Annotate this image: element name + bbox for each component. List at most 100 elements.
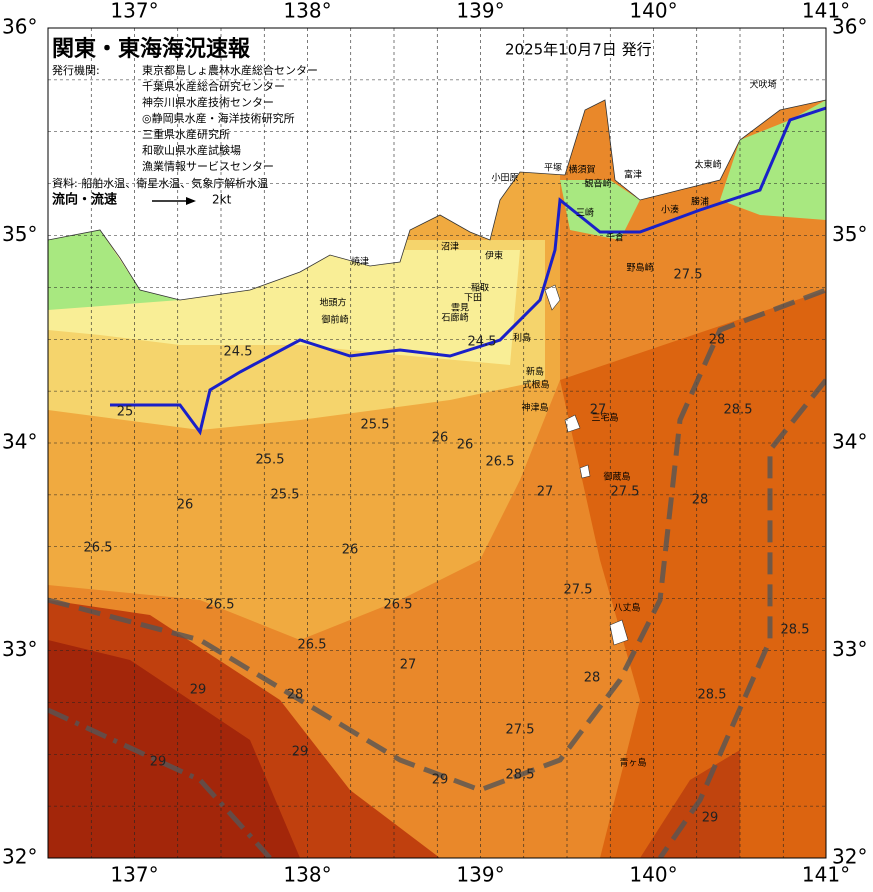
place-name: 新島 — [526, 366, 544, 378]
place-name: 沼津 — [441, 242, 459, 253]
longitude-label: 137° — [110, 0, 158, 23]
issuer: 千葉県水産総合研究センター — [142, 79, 285, 93]
place-name: 神津島 — [521, 402, 548, 414]
contour-label: 26 — [342, 543, 359, 558]
contour-label: 29 — [432, 773, 449, 788]
place-name: 富津 — [624, 169, 642, 181]
contour-label: 28.5 — [506, 768, 535, 783]
contour-label: 26 — [457, 438, 474, 453]
frame — [47, 27, 827, 859]
contour-label: 27.5 — [564, 583, 593, 598]
place-name: 青ヶ島 — [619, 757, 646, 769]
place-name: 地頭方 — [319, 297, 346, 309]
contour-label: 29 — [292, 745, 309, 760]
contour-label: 24.5 — [224, 345, 253, 360]
flow-arrow-head — [186, 197, 196, 205]
latitude-label: 35° — [2, 222, 37, 246]
current-boundary — [48, 287, 826, 793]
island — [579, 464, 591, 479]
issuer-label: 発行機関: — [52, 63, 100, 77]
latitude-label: 32° — [2, 845, 37, 869]
latitude-label: 36° — [2, 15, 37, 39]
contour-label: 26.5 — [384, 598, 413, 613]
contour-label: 28.5 — [724, 403, 753, 418]
longitude-label: 137° — [110, 863, 158, 887]
contour-label: 26.5 — [84, 541, 113, 556]
place-name: 石廊崎 — [441, 312, 468, 324]
land — [48, 28, 826, 301]
place-name: 焼津 — [351, 257, 369, 268]
island — [564, 414, 581, 433]
contour-label: 26.5 — [206, 598, 235, 613]
longitude-label: 140° — [629, 863, 677, 887]
latitude-label: 33° — [832, 637, 867, 661]
warm-region — [560, 290, 826, 858]
contour-label: 24.5 — [468, 335, 497, 350]
contour-label: 28 — [584, 671, 601, 686]
title: 関東・東海海況速報 — [52, 36, 251, 62]
longitude-label: 141° — [802, 0, 850, 23]
place-name: 小田原 — [491, 173, 518, 184]
longitude-label: 141° — [802, 863, 850, 887]
longitude-label: 138° — [283, 863, 331, 887]
contour-label: 28 — [692, 493, 709, 508]
latitude-label: 35° — [832, 222, 867, 246]
source: 資料: 船舶水温、衛星水温、気象庁解析水温 — [52, 176, 268, 190]
contour-label: 26.5 — [298, 638, 327, 653]
place-name: 野島崎 — [626, 262, 653, 274]
place-name: 千倉 — [606, 232, 624, 244]
contour-label: 27.5 — [611, 485, 640, 500]
contour-label: 29 — [150, 755, 167, 770]
longitude-label: 139° — [456, 863, 504, 887]
contour-label: 25.5 — [256, 453, 285, 468]
place-name: 勝浦 — [691, 196, 709, 208]
contour-label: 28.5 — [781, 623, 810, 638]
contour-label: 25.5 — [361, 418, 390, 433]
place-name: 御蔵島 — [603, 471, 630, 483]
hottest-region — [48, 640, 300, 858]
contour-label: 28 — [287, 688, 304, 703]
latitude-label: 36° — [832, 15, 867, 39]
contour-label: 27 — [400, 658, 417, 673]
flow-label: 流向・流速 — [52, 192, 117, 208]
contour-label: 28.5 — [698, 688, 727, 703]
cold-water — [560, 180, 640, 240]
hot-region-east — [640, 750, 740, 858]
place-name: 三崎 — [576, 207, 594, 219]
longitude-label: 139° — [456, 0, 504, 23]
island — [609, 619, 629, 646]
current-boundary — [48, 707, 272, 858]
issuer: 東京都島しょ農林水産総合センター — [142, 63, 318, 77]
place-name: 横須賀 — [568, 164, 595, 176]
cold-water — [48, 230, 180, 310]
kuroshio-axis — [110, 106, 826, 436]
issuer: ◎静岡県水産・海洋技術研究所 — [142, 111, 295, 125]
place-name: 稲取 — [471, 282, 489, 294]
contour-label: 29 — [190, 683, 207, 698]
issuer: 神奈川県水産技術センター — [142, 95, 274, 109]
issuer: 和歌山県水産試験場 — [142, 143, 241, 157]
contour-label: 26 — [177, 498, 194, 513]
contour-label: 26.5 — [486, 455, 515, 470]
place-name: 八丈島 — [613, 602, 640, 614]
contour-label: 25 — [117, 405, 134, 420]
map-area — [48, 28, 826, 858]
latitude-label: 33° — [2, 637, 37, 661]
place-name: 平塚 — [544, 163, 562, 174]
latitude-label: 34° — [832, 430, 867, 454]
flow-scale: 2kt — [212, 193, 232, 207]
contour-label: 25.5 — [271, 488, 300, 503]
place-name: 観音崎 — [584, 178, 611, 190]
contour-label: 27.5 — [506, 723, 535, 738]
contour-label: 29 — [702, 811, 719, 826]
contour-label: 28 — [709, 333, 726, 348]
contour-label: 26 — [432, 431, 449, 446]
place-name: 小湊 — [661, 204, 679, 216]
place-name: 下田 — [464, 293, 482, 304]
place-name: 犬吠埼 — [749, 79, 776, 91]
issuer: 漁業情報サービスセンター — [142, 159, 274, 173]
contour-label: 27 — [590, 403, 607, 418]
place-name: 式根島 — [522, 379, 549, 391]
